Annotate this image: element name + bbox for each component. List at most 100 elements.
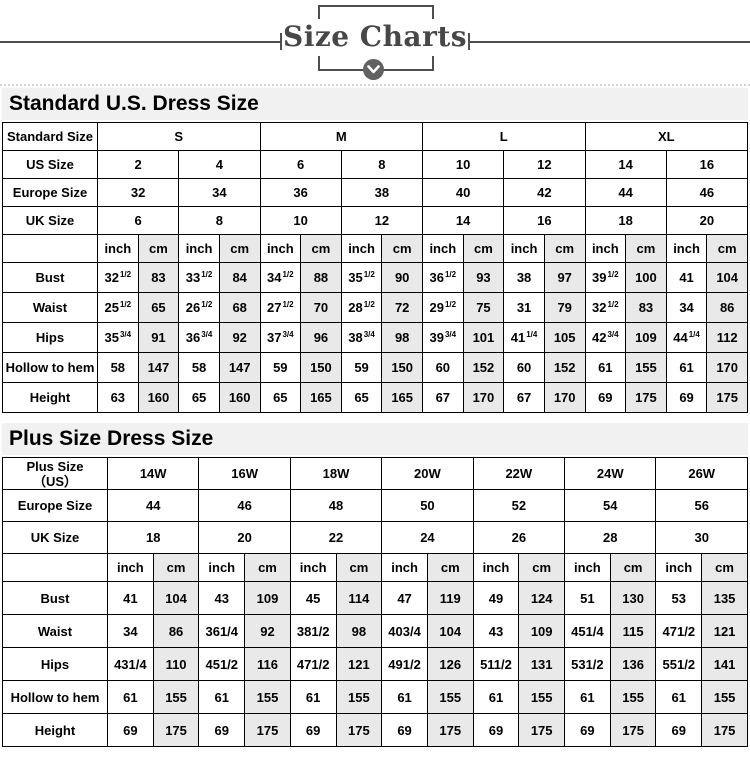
measure-cell: 109 bbox=[625, 322, 667, 353]
row-label: Hips bbox=[2, 647, 108, 681]
units-row: inch cm inch cm inch cm inch cm inch cm inch cm inch… bbox=[2, 553, 748, 582]
measure-cell: 115 bbox=[609, 614, 657, 648]
size-value-cell: 4 bbox=[178, 150, 261, 179]
header-right-rule bbox=[470, 41, 750, 43]
size-value-cell: L bbox=[422, 122, 586, 151]
size-value-cell: 18 bbox=[584, 206, 667, 235]
measure-cell: 41 bbox=[665, 262, 708, 293]
measurement-row: Waist 251/2 65 261/2 68 271/2 70 281/2 72 291/2 75… bbox=[2, 292, 748, 323]
measure-cell: 393/4 bbox=[422, 322, 464, 353]
row-label: US Size bbox=[2, 150, 98, 179]
plus-size-section: Plus Size Dress Size Plus Size （US） 14W 16… bbox=[0, 423, 750, 747]
measure-cell: 451/4 bbox=[564, 614, 611, 648]
measure-cell: 170 bbox=[543, 382, 586, 413]
measure-cell: 104 bbox=[426, 614, 474, 648]
header-right-tick bbox=[468, 33, 470, 50]
size-value-cell: 36 bbox=[259, 178, 342, 207]
size-value-cell: 14 bbox=[421, 206, 505, 235]
measure-cell: 170 bbox=[706, 352, 748, 383]
size-value-cell: 14W bbox=[106, 457, 200, 490]
size-value-cell: 42 bbox=[503, 178, 586, 207]
measure-cell: 175 bbox=[706, 382, 748, 413]
measure-cell: 351/2 bbox=[340, 262, 383, 293]
measure-cell: 53 bbox=[655, 581, 703, 615]
measure-cell: 155 bbox=[335, 680, 383, 714]
unit-cell: inch bbox=[259, 234, 302, 263]
measure-cell: 391/2 bbox=[584, 262, 627, 293]
size-value-cell: 40 bbox=[421, 178, 505, 207]
measure-cell: 100 bbox=[625, 262, 667, 293]
measure-cell: 165 bbox=[381, 382, 423, 413]
measure-cell: 175 bbox=[609, 713, 657, 747]
size-value-cell: 8 bbox=[340, 150, 424, 179]
measure-cell: 69 bbox=[564, 713, 611, 747]
unit-cell: cm bbox=[335, 553, 383, 582]
size-value-cell: 22 bbox=[289, 521, 383, 554]
unit-cell: inch bbox=[289, 553, 337, 582]
measure-cell: 383/4 bbox=[340, 322, 383, 353]
chevron-down-icon bbox=[363, 59, 384, 80]
size-value-cell: 34 bbox=[178, 178, 261, 207]
measure-cell: 69 bbox=[107, 713, 154, 747]
measure-cell: 92 bbox=[244, 614, 291, 648]
size-value-cell: 38 bbox=[340, 178, 424, 207]
size-value-cell: 6 bbox=[259, 150, 342, 179]
row-label: Europe Size bbox=[2, 178, 98, 207]
size-value-cell: 12 bbox=[340, 206, 424, 235]
measure-cell: 175 bbox=[426, 713, 474, 747]
measure-cell: 86 bbox=[152, 614, 200, 648]
measure-cell: 59 bbox=[340, 352, 383, 383]
measurement-row: Hips 353/4 91 363/4 92 373/4 96 383/4 98 393/4 101… bbox=[2, 322, 748, 353]
size-value-cell: 30 bbox=[655, 521, 748, 554]
measure-cell: 38 bbox=[503, 262, 545, 293]
size-value-cell: 52 bbox=[472, 489, 566, 522]
measure-cell: 175 bbox=[244, 713, 291, 747]
measure-cell: 69 bbox=[655, 713, 703, 747]
size-value-cell: 12 bbox=[503, 150, 586, 179]
measure-cell: 321/2 bbox=[97, 262, 139, 293]
measure-cell: 61 bbox=[107, 680, 154, 714]
size-value-cell: 32 bbox=[96, 178, 180, 207]
measure-cell: 41 bbox=[107, 581, 154, 615]
unit-cell: cm bbox=[625, 234, 667, 263]
unit-cell: inch bbox=[198, 553, 246, 582]
size-header-row: Europe Size 44 46 48 50 52 54 56 bbox=[2, 489, 748, 522]
unit-cell: inch bbox=[503, 234, 545, 263]
measure-cell: 471/2 bbox=[655, 614, 703, 648]
measure-cell: 86 bbox=[706, 292, 748, 323]
size-value-cell: 48 bbox=[289, 489, 383, 522]
size-value-cell: 50 bbox=[381, 489, 474, 522]
unit-cell: inch bbox=[655, 553, 703, 582]
unit-cell: cm bbox=[706, 234, 748, 263]
plus-size-section-title: Plus Size Dress Size bbox=[2, 423, 748, 455]
unit-cell: cm bbox=[426, 553, 474, 582]
size-value-cell: 44 bbox=[106, 489, 200, 522]
measure-cell: 155 bbox=[244, 680, 291, 714]
measure-cell: 131 bbox=[518, 647, 566, 681]
measure-cell: 43 bbox=[198, 581, 246, 615]
measure-cell: 165 bbox=[300, 382, 342, 413]
measure-cell: 104 bbox=[152, 581, 200, 615]
size-value-cell: 56 bbox=[655, 489, 748, 522]
measure-cell: 353/4 bbox=[97, 322, 139, 353]
measure-cell: 93 bbox=[462, 262, 505, 293]
measure-cell: 60 bbox=[422, 352, 464, 383]
row-label: Waist bbox=[2, 614, 108, 648]
measure-cell: 88 bbox=[300, 262, 342, 293]
size-value-cell: S bbox=[97, 122, 261, 151]
measure-cell: 150 bbox=[381, 352, 423, 383]
measure-cell: 160 bbox=[137, 382, 180, 413]
measure-cell: 72 bbox=[381, 292, 423, 323]
measure-cell: 67 bbox=[503, 382, 545, 413]
measure-cell: 104 bbox=[706, 262, 748, 293]
dotted-divider bbox=[0, 84, 750, 86]
measure-cell: 65 bbox=[340, 382, 383, 413]
size-header-row: Plus Size （US） 14W 16W 18W 20W 22W 24W 26W bbox=[2, 457, 748, 490]
unit-cell: inch bbox=[665, 234, 708, 263]
row-label: Bust bbox=[2, 262, 98, 293]
measure-cell: 109 bbox=[518, 614, 566, 648]
size-value-cell: 24W bbox=[564, 457, 657, 490]
size-value-cell: 10 bbox=[421, 150, 505, 179]
measure-cell: 58 bbox=[97, 352, 139, 383]
measure-cell: 341/2 bbox=[259, 262, 302, 293]
